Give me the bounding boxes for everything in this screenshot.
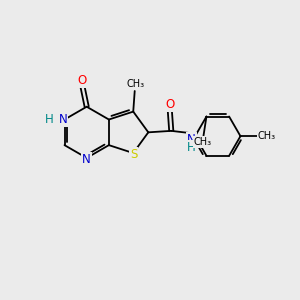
Text: H: H — [45, 113, 54, 126]
Text: CH₃: CH₃ — [126, 79, 144, 88]
Text: H: H — [187, 141, 196, 154]
Text: CH₃: CH₃ — [258, 131, 276, 141]
Text: S: S — [130, 148, 137, 161]
Text: N: N — [59, 113, 68, 126]
Text: N: N — [82, 153, 91, 166]
Text: N: N — [187, 133, 196, 146]
Text: O: O — [165, 98, 174, 111]
Text: CH₃: CH₃ — [194, 137, 212, 147]
Text: O: O — [77, 74, 86, 87]
